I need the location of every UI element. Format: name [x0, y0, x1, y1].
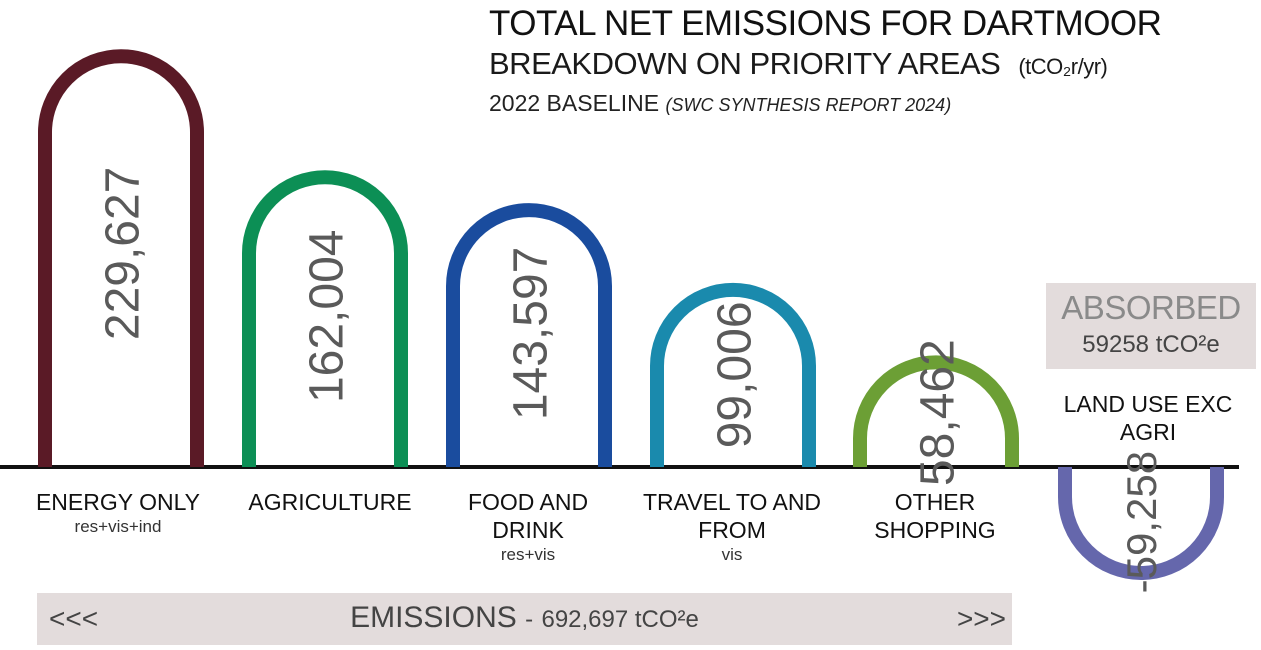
category-label-shopping: OTHER SHOPPING: [845, 488, 1025, 544]
category-label-food: FOOD AND DRINK res+vis: [438, 488, 618, 566]
title-block: TOTAL NET EMISSIONS FOR DARTMOOR BREAKDO…: [489, 4, 1162, 121]
category-name: TRAVEL TO AND FROM: [642, 489, 822, 543]
absorbed-value: 59258 tCO²e: [1082, 331, 1220, 358]
baseline-source: (SWC SYNTHESIS REPORT 2024): [665, 95, 952, 115]
category-label-travel: TRAVEL TO AND FROM vis: [642, 488, 822, 566]
arch-bar-3: [446, 203, 612, 467]
value-label-4: 99,006: [708, 301, 761, 448]
arch-bar-6: [1058, 467, 1224, 580]
baseline-text: 2022 BASELINE: [489, 90, 660, 116]
land-use-label: LAND USE EXC AGRI: [1063, 391, 1233, 445]
subtitle-text: BREAKDOWN ON PRIORITY AREAS: [489, 46, 1001, 81]
value-label-1: 229,627: [96, 167, 149, 341]
value-label-6: -59,258: [1118, 451, 1165, 593]
value-label-5: 58,462: [911, 339, 964, 486]
emissions-total: EMISSIONS - 692,697 tCO²e: [37, 601, 1012, 635]
right-arrows: >>>: [956, 603, 1006, 634]
category-label-agriculture: AGRICULTURE: [235, 488, 425, 516]
arch-bar-2: [242, 170, 408, 467]
left-arrows: <<<: [49, 603, 99, 634]
category-name: OTHER SHOPPING: [874, 489, 996, 543]
value-label-3: 143,597: [504, 247, 557, 421]
category-name: ENERGY ONLY: [35, 489, 201, 515]
chart-subtitle: BREAKDOWN ON PRIORITY AREAS (tCO₂r/yr): [489, 44, 1161, 87]
arch-bar-1: [38, 49, 204, 467]
category-name: FOOD AND DRINK: [467, 489, 589, 543]
subtitle-unit: (tCO₂r/yr): [1018, 54, 1108, 79]
emissions-total-bar: <<< EMISSIONS - 692,697 tCO²e >>>: [37, 593, 1012, 645]
category-name: AGRICULTURE: [248, 489, 412, 515]
category-label-energy: ENERGY ONLY res+vis+ind: [28, 488, 208, 538]
chart-title: TOTAL NET EMISSIONS FOR DARTMOOR: [489, 4, 1162, 43]
emissions-separator: -: [525, 606, 534, 633]
absorbed-box: ABSORBED 59258 tCO²e: [1046, 283, 1256, 369]
value-label-2: 162,004: [300, 230, 353, 404]
baseline-line: 2022 BASELINE (SWC SYNTHESIS REPORT 2024…: [489, 87, 1161, 121]
category-sub: res+vis: [500, 545, 556, 564]
emissions-value: 692,697 tCO²e: [541, 606, 699, 633]
arch-bar-5: [853, 355, 1019, 467]
category-sub: res+vis+ind: [74, 517, 162, 536]
emissions-label: EMISSIONS: [350, 601, 517, 634]
arch-bar-4: [650, 282, 816, 467]
category-sub: vis: [721, 545, 743, 564]
absorbed-label: ABSORBED: [1061, 289, 1241, 326]
